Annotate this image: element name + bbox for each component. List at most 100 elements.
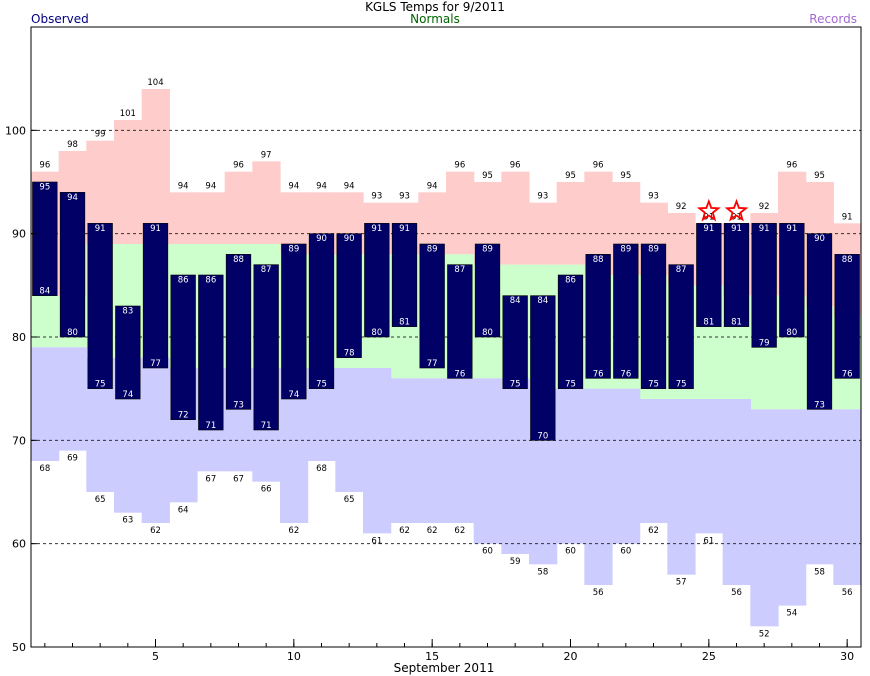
observed-bar <box>336 233 362 358</box>
record-high-label: 97 <box>261 150 272 160</box>
observed-high-label: 89 <box>288 245 299 255</box>
record-low-label: 68 <box>39 464 50 474</box>
observed-high-label: 94 <box>67 193 78 203</box>
observed-bar <box>585 254 611 379</box>
record-low-band <box>778 409 807 606</box>
observed-high-label: 89 <box>648 245 659 255</box>
observed-high-label: 90 <box>344 234 355 244</box>
record-low-label: 54 <box>786 609 797 619</box>
observed-bar <box>281 243 307 400</box>
observed-low-label: 70 <box>537 431 548 441</box>
x-tick-label: 10 <box>287 650 301 663</box>
observed-high-label: 90 <box>814 234 825 244</box>
observed-high-label: 86 <box>178 276 189 286</box>
y-tick-label: 100 <box>5 124 26 137</box>
observed-bar <box>32 181 58 296</box>
record-high-band <box>252 161 281 244</box>
observed-high-label: 91 <box>731 224 742 234</box>
record-high-band <box>501 171 530 265</box>
observed-high-label: 89 <box>620 245 631 255</box>
y-tick-label: 50 <box>12 641 26 654</box>
x-axis-label: September 2011 <box>393 661 495 675</box>
observed-low-label: 74 <box>122 390 133 400</box>
observed-bar <box>198 274 224 431</box>
observed-high-label: 84 <box>537 296 548 306</box>
observed-low-label: 80 <box>482 328 493 338</box>
observed-low-label: 81 <box>703 318 714 328</box>
record-high-label: 92 <box>759 202 770 212</box>
x-tick-label: 5 <box>152 650 159 663</box>
record-high-label: 96 <box>39 161 50 171</box>
observed-high-label: 88 <box>842 255 853 265</box>
record-low-label: 62 <box>288 526 299 536</box>
record-high-label: 94 <box>205 181 216 191</box>
observed-high-label: 95 <box>39 183 50 193</box>
record-high-label: 95 <box>565 171 576 181</box>
x-tick-label: 25 <box>702 650 716 663</box>
observed-low-label: 76 <box>593 369 604 379</box>
observed-bar <box>391 223 418 327</box>
record-high-label: 91 <box>842 212 853 222</box>
record-high-band <box>197 192 226 244</box>
observed-layer <box>32 181 860 441</box>
record-high-label: 94 <box>316 181 327 191</box>
record-high-label: 96 <box>454 161 465 171</box>
record-high-label: 95 <box>482 171 493 181</box>
record-low-band <box>722 399 751 585</box>
record-low-band <box>31 347 60 461</box>
record-low-label: 58 <box>814 567 825 577</box>
observed-low-label: 73 <box>814 400 825 410</box>
record-low-label: 62 <box>454 526 465 536</box>
y-tick-label: 60 <box>12 538 26 551</box>
record-high-label: 104 <box>147 78 163 88</box>
observed-high-label: 91 <box>759 224 770 234</box>
record-low-band <box>363 368 392 534</box>
y-tick-label: 80 <box>12 331 26 344</box>
record-low-label: 67 <box>205 474 216 484</box>
x-tick-label: 20 <box>564 650 578 663</box>
observed-low-label: 80 <box>786 328 797 338</box>
record-low-label: 63 <box>122 516 133 526</box>
record-low-label: 60 <box>565 547 576 557</box>
observed-high-label: 91 <box>95 224 106 234</box>
observed-bar <box>502 295 528 389</box>
record-low-band <box>750 409 779 627</box>
observed-bar <box>834 254 860 379</box>
y-tick-label: 90 <box>12 228 26 241</box>
observed-bar <box>751 223 777 348</box>
observed-high-label: 87 <box>676 265 687 275</box>
record-low-label: 62 <box>648 526 659 536</box>
record-high-label: 91 <box>731 212 742 222</box>
legend-normals: Normals <box>410 12 460 26</box>
record-high-band <box>446 171 475 255</box>
record-high-label: 93 <box>371 192 382 202</box>
record-low-label: 61 <box>703 536 714 546</box>
observed-bar <box>696 223 722 327</box>
record-low-band <box>805 409 834 565</box>
record-high-label: 91 <box>703 212 714 222</box>
record-low-band <box>335 368 364 492</box>
observed-low-label: 76 <box>620 369 631 379</box>
record-high-label: 101 <box>120 109 136 119</box>
record-low-label: 68 <box>316 464 327 474</box>
record-high-band <box>556 182 585 265</box>
record-low-label: 61 <box>371 536 382 546</box>
record-low-label: 62 <box>150 526 161 536</box>
record-high-label: 92 <box>676 202 687 212</box>
observed-low-label: 75 <box>510 380 521 390</box>
observed-low-label: 75 <box>648 380 659 390</box>
record-high-label: 96 <box>233 161 244 171</box>
record-high-band <box>114 120 143 244</box>
axes-layer: 50 60 70 80 90 100 5 10 15 20 25 30 <box>5 124 854 663</box>
record-low-band <box>639 399 668 523</box>
observed-high-label: 87 <box>454 265 465 275</box>
observed-bar <box>779 223 805 338</box>
observed-low-label: 76 <box>842 369 853 379</box>
record-high-label: 94 <box>178 181 189 191</box>
observed-high-label: 90 <box>316 234 327 244</box>
observed-low-label: 73 <box>233 400 244 410</box>
record-low-band <box>667 399 696 575</box>
record-low-label: 56 <box>731 588 742 598</box>
observed-bar <box>530 295 556 441</box>
